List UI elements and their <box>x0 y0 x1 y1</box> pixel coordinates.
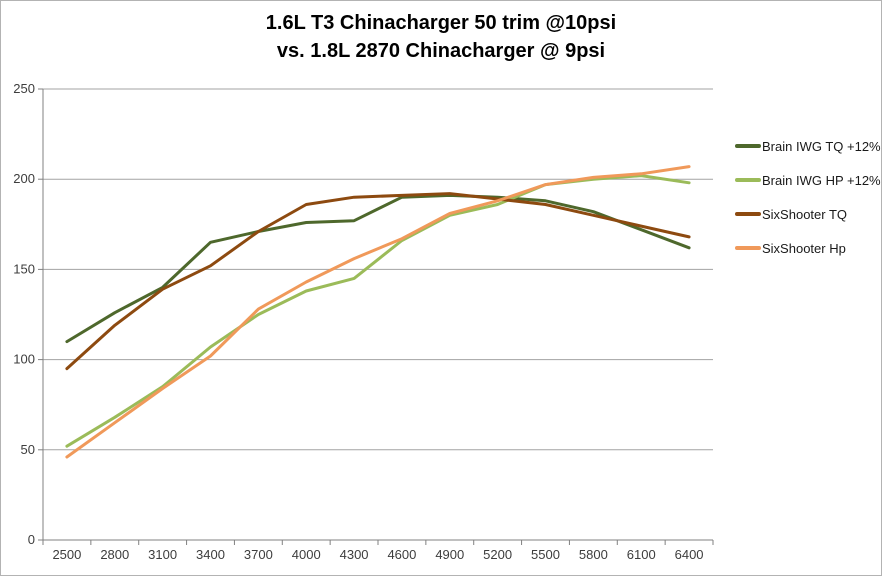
svg-text:3700: 3700 <box>244 547 273 562</box>
series-line-swatch <box>735 212 761 216</box>
svg-text:3400: 3400 <box>196 547 225 562</box>
series-line-swatch <box>735 178 761 182</box>
svg-text:2800: 2800 <box>100 547 129 562</box>
svg-text:6100: 6100 <box>627 547 656 562</box>
legend-item: SixShooter Hp <box>735 240 846 256</box>
legend-item: Brain IWG HP +12% <box>735 172 881 188</box>
svg-text:4000: 4000 <box>292 547 321 562</box>
chart-title-line1: 1.6L T3 Chinacharger 50 trim @10psi <box>265 12 617 34</box>
legend-label: Brain IWG TQ +12% <box>762 138 881 154</box>
svg-text:200: 200 <box>13 171 35 186</box>
legend-label: SixShooter TQ <box>762 206 848 222</box>
legend-label: SixShooter Hp <box>762 240 846 256</box>
chart-title: 1.6L T3 Chinacharger 50 trim @10psi vs. … <box>1 9 881 65</box>
svg-text:100: 100 <box>13 352 35 367</box>
svg-text:5800: 5800 <box>579 547 608 562</box>
svg-text:250: 250 <box>13 81 35 96</box>
svg-text:0: 0 <box>28 532 35 547</box>
svg-text:50: 50 <box>21 442 35 457</box>
svg-text:5200: 5200 <box>483 547 512 562</box>
svg-text:4300: 4300 <box>340 547 369 562</box>
chart-title-line2: vs. 1.8L 2870 Chinacharger @ 9psi <box>276 40 606 62</box>
svg-text:4600: 4600 <box>387 547 416 562</box>
svg-text:3100: 3100 <box>148 547 177 562</box>
legend-item: SixShooter TQ <box>735 206 847 222</box>
series-line-swatch <box>735 144 761 148</box>
legend-item: Brain IWG TQ +12% <box>735 138 881 154</box>
legend-label: Brain IWG HP +12% <box>762 172 881 188</box>
series-line-swatch <box>735 246 761 250</box>
svg-text:2500: 2500 <box>52 547 81 562</box>
svg-text:4900: 4900 <box>435 547 464 562</box>
svg-text:6400: 6400 <box>675 547 704 562</box>
svg-text:150: 150 <box>13 261 35 276</box>
svg-text:5500: 5500 <box>531 547 560 562</box>
